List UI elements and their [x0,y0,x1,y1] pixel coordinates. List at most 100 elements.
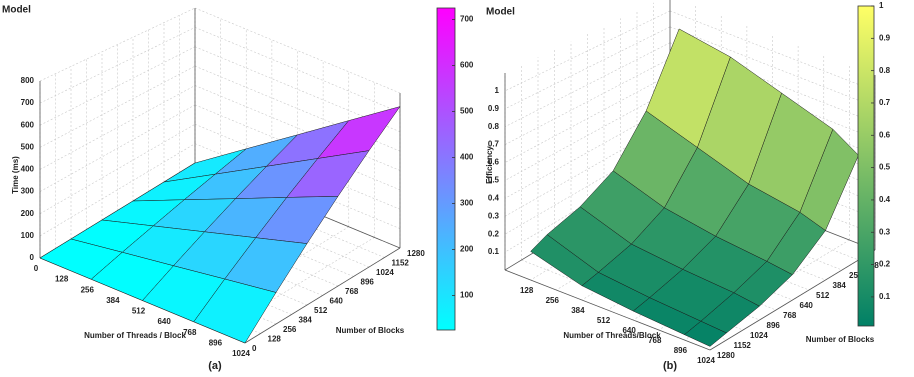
y-axis-label: Number of Blocks [806,335,875,344]
x-tick-label: 768 [648,336,662,345]
wall-grid-line [194,7,401,94]
z-tick-label: 500 [21,142,35,151]
axis-line [504,269,711,351]
x-tick-label: 512 [132,307,146,316]
colorbar-tick-label: 400 [460,153,474,162]
z-tick-label: 0.1 [488,247,500,256]
x-tick-label: 1024 [232,349,250,358]
y-tick-label: 1024 [750,331,768,340]
colorbar-tick-label: 0.2 [879,260,891,269]
x-tick-label: 256 [81,285,95,294]
caption: (b) [663,360,677,372]
x-tick-label: 896 [674,346,688,355]
x-tick-label: 768 [183,328,197,337]
colorbar-tick-label: 0.7 [879,98,891,107]
colorbar [857,5,875,327]
z-tick-label: 800 [21,76,35,85]
wall-grid-line [669,26,876,108]
wall-grid-line [504,42,671,127]
z-axis-label: Efficiency [485,146,494,184]
z-tick-label: 0.2 [488,229,500,238]
z-tick-label: 400 [21,165,35,174]
y-tick-label: 640 [800,301,814,310]
colorbar-tick-label: 0.8 [879,66,891,75]
colorbar [436,7,456,331]
x-tick-label: 1024 [697,356,715,365]
floor-grid-line [521,259,727,341]
y-tick-label: 1280 [407,249,425,258]
z-tick-label: 0.4 [488,193,500,202]
y-tick-label: 256 [283,325,297,334]
z-tick-label: 700 [21,98,35,107]
z-axis-label: Time (ms) [11,156,20,194]
x-tick-label: 384 [106,296,120,305]
y-tick-label: 1024 [376,268,394,277]
z-tick-label: 0.3 [488,211,500,220]
x-axis-label: Number of Threads/Block [563,331,661,340]
wall-grid-line [504,106,671,199]
surface-cell [193,278,277,344]
z-tick-label: 0 [30,253,35,262]
x-tick-label: 128 [520,286,534,295]
y-tick-label: 768 [345,287,359,296]
x-tick-label: 128 [55,275,69,284]
y-tick-label: 1280 [717,351,735,360]
x-tick-label: 896 [209,338,223,347]
y-tick-label: 512 [314,306,328,315]
y-tick-label: 896 [361,278,375,287]
x-tick-label: 640 [622,326,636,335]
x-tick-label: 0 [34,264,39,273]
y-axis-label: Number of Blocks [336,326,405,335]
y-tick-label: 1152 [392,259,410,268]
surface-cell [645,28,731,148]
wall-grid-line [39,104,196,192]
wall-grid-line [39,27,196,104]
y-tick-label: 640 [330,297,344,306]
colorbar-tick-label: 0.4 [879,195,891,204]
colorbar-tick-label: 100 [460,291,474,300]
colorbar-tick-label: 600 [460,61,474,70]
wall-grid-line [194,123,401,210]
wall-grid-line [669,10,876,92]
y-tick-label: 384 [833,281,847,290]
colorbar-tick-label: 500 [460,107,474,116]
colorbar-tick-label: 200 [460,245,474,254]
wall-grid-line [504,10,671,92]
wall-grid-line [39,65,196,148]
y-tick-label: 384 [299,316,313,325]
y-tick-label: 768 [783,311,797,320]
wall-grid-line [194,27,401,113]
caption: (a) [208,360,222,372]
wall-grid-line [504,26,671,110]
wall-grid-line [39,7,196,82]
wall-grid-line [504,90,671,181]
chart-title: Model [2,5,31,16]
colorbar-tick-label: 1 [879,1,884,10]
x-tick-label: 384 [571,306,585,315]
colorbar-tick-label: 0.1 [879,292,891,301]
x-axis-label: Number of Threads / Block [84,331,186,340]
wall-grid-line [39,123,196,215]
x-tick-label: 256 [546,296,560,305]
wall-grid-line [194,85,401,171]
colorbar-tick-label: 0.9 [879,33,891,42]
y-tick-label: 128 [268,335,282,344]
z-tick-label: 200 [21,209,35,218]
colorbar-tick-label: 0.6 [879,130,891,139]
z-tick-label: 0.5 [488,176,500,185]
z-tick-label: 1 [495,86,500,95]
axis-line [709,249,876,351]
y-tick-label: 896 [767,321,781,330]
z-tick-label: 0.9 [488,104,500,113]
wall-grid-line [194,104,401,191]
x-tick-label: 512 [597,316,611,325]
wall-grid-line [504,58,671,145]
z-tick-label: 600 [21,120,35,129]
wall-grid-line [39,85,196,170]
colorbar-tick-label: 300 [460,199,474,208]
z-tick-label: 0.7 [488,140,500,149]
y-tick-label: 512 [816,291,830,300]
x-tick-label: 640 [157,317,171,326]
colorbar-tick-label: 0.5 [879,163,891,172]
